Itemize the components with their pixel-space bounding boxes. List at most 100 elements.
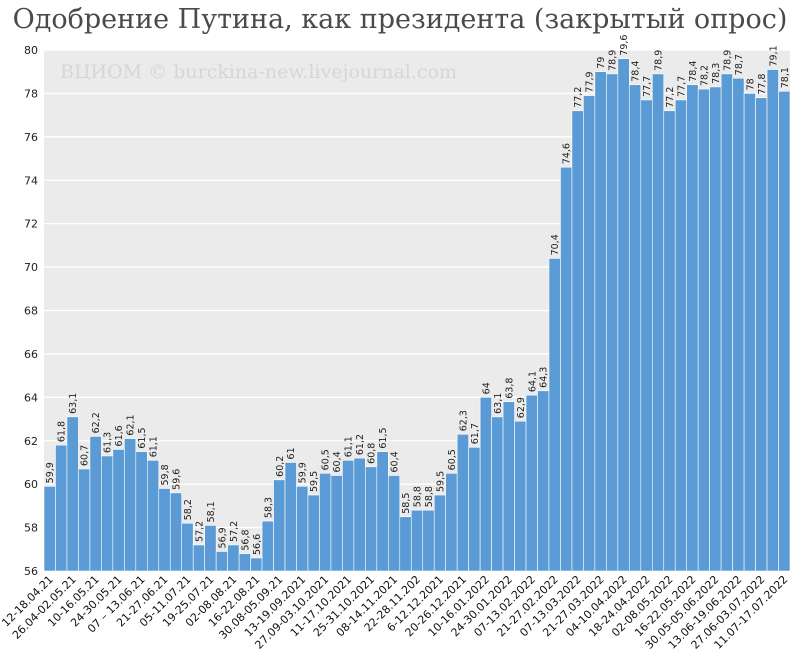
- bar: [732, 77, 745, 572]
- y-tick-label: 78: [24, 87, 38, 100]
- bar: [238, 553, 251, 572]
- bar: [135, 451, 148, 572]
- y-axis-ticks: 56 58 60 62 64 66 68 70 72 74 76 78 80: [24, 44, 38, 578]
- y-tick-label: 80: [24, 44, 38, 57]
- data-label: 64,3: [539, 367, 550, 388]
- bar: [548, 258, 561, 572]
- data-label: 78,2: [699, 65, 710, 86]
- bar: [399, 516, 412, 572]
- bar: [146, 459, 160, 572]
- y-tick-label: 56: [24, 565, 38, 578]
- data-label: 70,4: [550, 234, 561, 255]
- bar: [330, 475, 343, 572]
- bar: [594, 71, 607, 572]
- data-label: 78,9: [654, 50, 665, 71]
- bar: [181, 522, 194, 572]
- bar: [651, 73, 665, 572]
- data-label: 77,7: [676, 76, 687, 97]
- data-label: 59,9: [45, 462, 56, 483]
- data-label: 60,4: [332, 451, 343, 472]
- data-label: 64,1: [527, 371, 538, 392]
- bar: [560, 166, 573, 572]
- data-label: 56,9: [217, 527, 228, 548]
- bar: [192, 544, 205, 572]
- data-label: 62,3: [458, 410, 469, 431]
- bar: [261, 520, 274, 572]
- bar: [124, 438, 137, 572]
- bar: [284, 462, 297, 572]
- chart-title: Одобрение Путина, как президента (закрыт…: [12, 4, 788, 35]
- data-label: 61,5: [137, 427, 148, 448]
- data-label: 60,5: [447, 449, 458, 470]
- data-label: 78: [745, 78, 756, 90]
- data-label: 60,4: [390, 451, 401, 472]
- bar: [55, 444, 68, 572]
- data-label: 77,2: [665, 87, 676, 108]
- bar: [743, 93, 756, 572]
- data-label: 61,2: [355, 434, 366, 455]
- bar: [66, 416, 79, 572]
- data-label: 61,3: [103, 432, 114, 453]
- data-labels-group: 59,961,863,160,762,261,3 61,662,161,5 61,1…: [45, 35, 791, 555]
- bar: [663, 110, 676, 572]
- bar: [697, 88, 710, 572]
- bar: [101, 455, 114, 572]
- data-label: 78,3: [711, 63, 722, 84]
- bar: [571, 110, 584, 572]
- data-label: 61,1: [344, 436, 355, 457]
- data-label: 59,6: [171, 469, 182, 490]
- bar: [617, 58, 630, 572]
- bar: [686, 84, 699, 572]
- bar: [479, 397, 492, 572]
- bar: [755, 97, 768, 572]
- bar: [445, 473, 458, 572]
- bar: [158, 488, 171, 572]
- data-label: 78,4: [688, 61, 699, 82]
- bar: [204, 525, 217, 572]
- data-label: 61,1: [149, 436, 160, 457]
- bar: [89, 436, 102, 572]
- data-label: 74,6: [562, 143, 573, 164]
- bar: [78, 468, 91, 572]
- bar: [674, 99, 688, 572]
- bars-group: [43, 58, 791, 572]
- bar: [491, 416, 504, 572]
- bar: [43, 486, 56, 572]
- data-label: 60,5: [321, 449, 332, 470]
- data-label: 77,7: [642, 76, 653, 97]
- bar: [169, 492, 183, 572]
- data-label: 63,1: [493, 393, 504, 414]
- bar: [250, 557, 263, 572]
- watermark-text: ВЦИОМ © burckina-new.livejournal.com: [60, 61, 457, 83]
- bar: [537, 390, 550, 572]
- data-label: 61,7: [470, 423, 481, 444]
- bar: [227, 544, 240, 572]
- bar: [273, 479, 286, 572]
- data-label: 63,1: [68, 393, 79, 414]
- data-label: 59,9: [298, 462, 309, 483]
- y-tick-label: 64: [24, 391, 38, 404]
- bar: [468, 446, 481, 572]
- bar: [525, 394, 538, 572]
- bar: [296, 486, 309, 572]
- bar: [606, 73, 619, 572]
- bar: [376, 451, 389, 572]
- data-label: 78,7: [734, 54, 745, 75]
- data-label: 59,5: [309, 471, 320, 492]
- bar: [307, 494, 320, 572]
- data-label: 58,8: [413, 486, 424, 507]
- data-label: 78,9: [608, 50, 619, 71]
- data-label: 58,5: [401, 493, 412, 514]
- bar: [514, 420, 527, 572]
- bar: [433, 494, 446, 572]
- y-tick-label: 70: [24, 261, 38, 274]
- data-label: 57,2: [229, 521, 240, 542]
- data-label: 79,6: [619, 35, 630, 56]
- data-label: 78,4: [631, 61, 642, 82]
- bar: [215, 551, 228, 572]
- data-label: 64: [481, 382, 492, 394]
- data-label: 58,3: [263, 497, 274, 518]
- bar: [353, 457, 366, 572]
- data-label: 63,8: [504, 378, 515, 399]
